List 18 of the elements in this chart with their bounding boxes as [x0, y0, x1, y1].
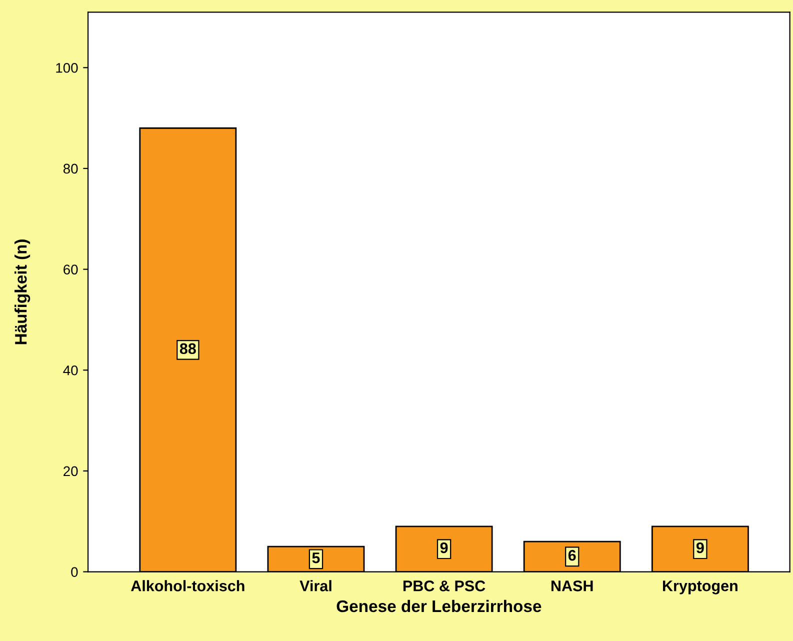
y-tick-label: 80	[63, 164, 78, 174]
data-label: 88	[180, 343, 196, 354]
data-label: 9	[440, 542, 448, 554]
y-tick-label: 60	[64, 264, 78, 274]
x-tick-label: NASH	[551, 580, 593, 592]
data-label: 5	[312, 552, 320, 564]
x-axis-title: Genese der Leberzirrhose	[336, 600, 542, 612]
x-tick-label: Alkohol-toxisch	[131, 580, 244, 592]
y-tick-label: 20	[64, 466, 78, 476]
y-tick-label: 40	[63, 365, 78, 376]
y-tick-label: 100	[56, 62, 78, 73]
x-tick-label: Viral	[300, 580, 332, 592]
y-axis-title: Häufigkeit (n)	[14, 240, 30, 344]
x-tick-label: PBC & PSC	[403, 580, 486, 592]
y-tick-label: 0	[71, 567, 78, 577]
data-label: 9	[696, 542, 704, 554]
x-tick-label: Kryptogen	[663, 580, 738, 594]
data-label: 6	[568, 550, 576, 561]
